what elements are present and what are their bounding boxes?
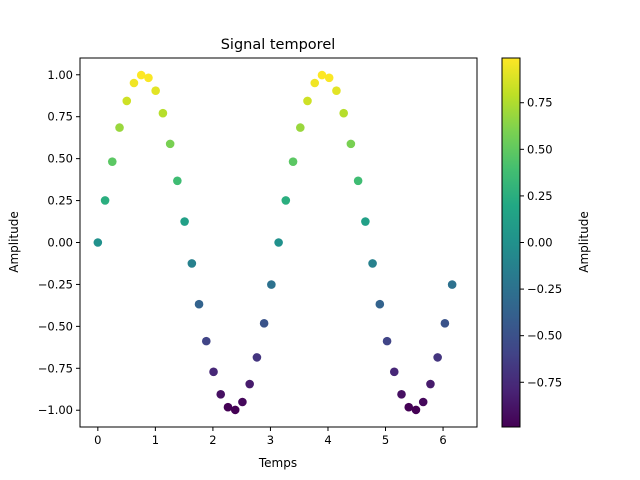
scatter-point: [216, 389, 226, 399]
scatter-point: [165, 139, 175, 149]
scatter-point: [93, 238, 103, 247]
x-tick-label: 2: [209, 433, 216, 447]
scatter-point: [267, 280, 276, 289]
x-tick-label: 5: [382, 433, 389, 447]
scatter-point: [180, 217, 189, 226]
y-tick-label: 0.50: [47, 152, 73, 166]
scatter-point: [158, 108, 168, 118]
scatter-point: [209, 367, 218, 377]
scatter-point: [201, 336, 211, 346]
y-tick-label: 0.75: [47, 110, 73, 124]
scatter-point: [144, 73, 153, 83]
scatter-point: [223, 402, 233, 412]
colorbar-tick-label: 0.50: [527, 142, 553, 156]
scatter-point: [440, 319, 450, 328]
scatter-point: [136, 70, 146, 80]
colorbar-ticks: −0.75 −0.50 −0.25 0.00 0.25 0.50 0.75: [520, 96, 562, 389]
scatter-point: [418, 397, 428, 407]
scatter-point: [447, 280, 457, 289]
scatter-point: [310, 78, 320, 88]
x-tick-label: 0: [94, 433, 101, 447]
scatter-point: [404, 402, 414, 412]
colorbar-tick-label: −0.75: [527, 375, 562, 389]
scatter-point: [426, 379, 435, 389]
colorbar-tick-label: 0.00: [527, 236, 553, 250]
colorbar-tick-label: −0.25: [527, 282, 562, 296]
scatter-point: [339, 108, 348, 118]
colorbar-tick-label: −0.50: [527, 329, 562, 343]
scatter-point: [433, 353, 442, 362]
x-axis-ticks: 0 1 2 3 4 5 6: [94, 427, 447, 447]
y-tick-label: 1.00: [47, 68, 73, 82]
scatter-point: [281, 196, 291, 205]
colorbar-tick-label: 0.75: [527, 96, 553, 110]
colorbar: [501, 57, 521, 428]
y-axis-ticks: −1.00 −0.75 −0.50 −0.25 0.00 0.25 0.50 0.75 1.00: [38, 68, 80, 417]
x-tick-label: 6: [439, 433, 446, 447]
scatter-point: [317, 70, 327, 80]
y-tick-label: −0.25: [38, 277, 73, 291]
scatter-point: [397, 389, 406, 399]
scatter-point: [411, 405, 421, 415]
scatter-point: [194, 299, 204, 309]
scatter-points: [93, 70, 457, 415]
scatter-point: [368, 259, 377, 268]
x-axis-label: Temps: [258, 456, 297, 470]
scatter-point: [353, 176, 363, 186]
scatter-point: [187, 259, 197, 268]
scatter-point: [274, 238, 283, 247]
scatter-point: [346, 139, 356, 149]
scatter-point: [129, 78, 139, 88]
y-tick-label: −1.00: [38, 403, 73, 417]
y-tick-label: −0.50: [38, 319, 73, 333]
y-tick-label: 0.00: [47, 236, 73, 250]
scatter-point: [245, 379, 254, 389]
scatter-point: [332, 86, 341, 96]
scatter-point: [288, 157, 298, 166]
scatter-point: [375, 299, 385, 309]
scatter-point: [230, 405, 240, 415]
scatter-point: [361, 217, 370, 226]
colorbar-tick-label: 0.25: [527, 189, 553, 203]
x-tick-label: 4: [324, 433, 331, 447]
scatter-point: [173, 176, 182, 186]
scatter-point: [122, 96, 132, 106]
chart-title: Signal temporel: [221, 37, 336, 53]
scatter-point: [107, 157, 117, 166]
scatter-point: [324, 73, 334, 83]
scatter-point: [296, 123, 305, 132]
scatter-point: [115, 123, 124, 132]
y-tick-label: −0.75: [38, 361, 73, 375]
scatter-point: [151, 86, 160, 96]
scatter-point: [100, 196, 110, 205]
scatter-point: [259, 319, 269, 328]
y-tick-label: 0.25: [47, 194, 73, 208]
scatter-point: [382, 336, 392, 346]
colorbar-label: Amplitude: [577, 211, 591, 273]
x-tick-label: 3: [267, 433, 274, 447]
scatter-point: [389, 367, 399, 377]
scatter-point: [303, 96, 312, 106]
x-tick-label: 1: [152, 433, 159, 447]
y-axis-label: Amplitude: [7, 211, 21, 273]
scatter-point: [252, 353, 262, 362]
scatter-point: [238, 397, 247, 407]
